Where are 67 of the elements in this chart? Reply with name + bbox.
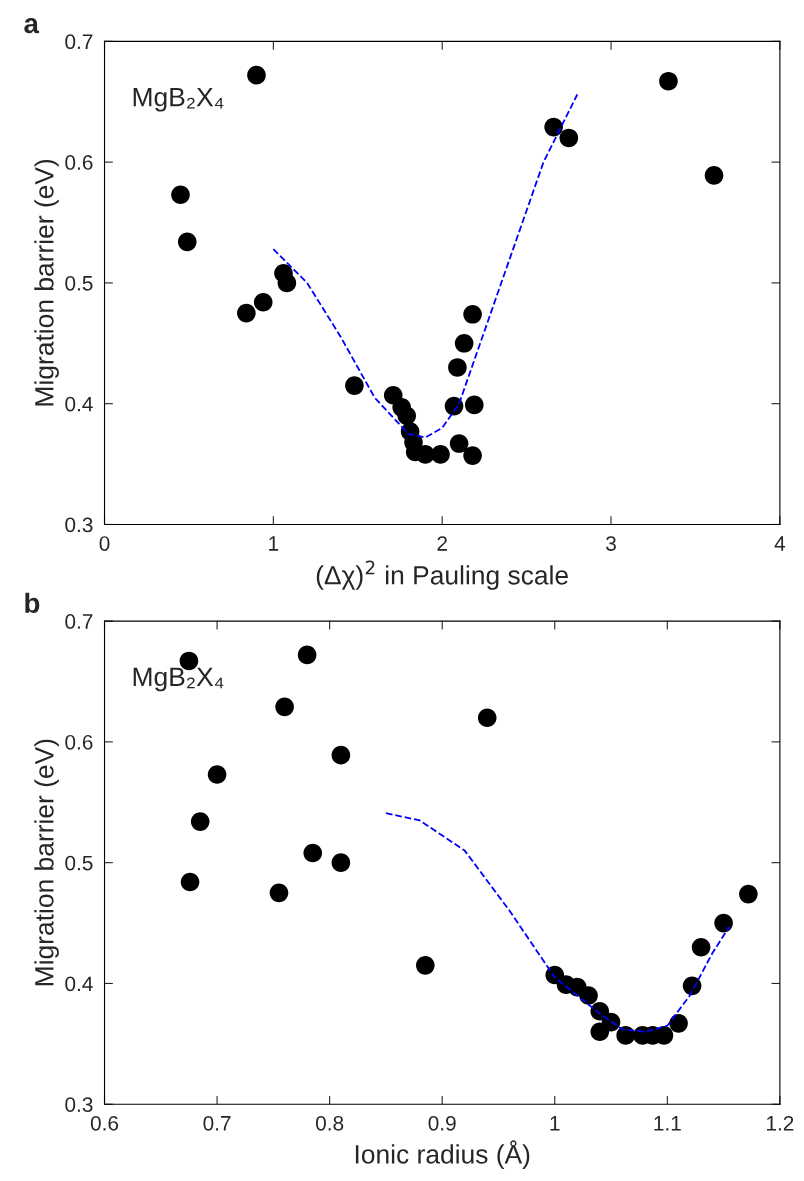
point [275, 697, 294, 717]
point [704, 166, 724, 185]
point [463, 304, 482, 324]
point [247, 65, 266, 85]
point [237, 303, 256, 323]
x-tick-label: 0.9 [428, 1115, 456, 1131]
point [444, 396, 464, 416]
x-tick-label: 2 [437, 536, 447, 551]
point [544, 117, 563, 137]
y-axis-title: Migration barrier (eV) [34, 159, 59, 406]
y-tick-label: 0.4 [65, 396, 93, 412]
annotation: MgB₂X₄ [133, 667, 224, 692]
point [579, 986, 598, 1005]
point [601, 1012, 621, 1032]
point [739, 884, 758, 904]
point [669, 1013, 688, 1033]
point [297, 645, 317, 665]
x-axis-title: (Δχ)$^{2}$ in Pauling scale [316, 560, 568, 590]
y-tick-label: 0.6 [65, 734, 93, 750]
annotation: MgB₂X₄ [133, 87, 224, 112]
x-tick-label: 3 [606, 536, 616, 551]
point [659, 71, 678, 91]
point [177, 232, 197, 252]
point [277, 273, 297, 293]
y-tick-label: 0.6 [65, 155, 93, 170]
y-axis-title: Migration barrier (eV) [34, 739, 59, 986]
x-tick-label: 0.7 [203, 1115, 231, 1131]
point [253, 292, 273, 312]
point [269, 883, 289, 903]
chart-title: a [24, 18, 40, 34]
point [464, 395, 484, 415]
point [171, 185, 190, 205]
y-tick-label: 0.3 [65, 1097, 93, 1112]
point [397, 406, 417, 426]
point [431, 445, 450, 464]
point [331, 745, 351, 765]
chart-title: b [25, 592, 40, 614]
point [463, 446, 482, 465]
point [331, 853, 351, 872]
point [448, 358, 467, 377]
y-tick-label: 0.7 [65, 34, 93, 50]
x-tick-label: 0.8 [315, 1115, 344, 1131]
y-tick-label: 0.7 [65, 614, 93, 629]
point [207, 765, 227, 784]
point [714, 913, 733, 933]
point [303, 843, 323, 863]
point [454, 333, 474, 353]
point [416, 956, 435, 975]
y-tick-label: 0.4 [65, 976, 93, 992]
point [190, 812, 210, 831]
point [449, 434, 469, 453]
y-tick-label: 0.5 [65, 855, 93, 871]
point [477, 708, 497, 728]
x-tick-label: 1 [550, 1116, 560, 1131]
point [691, 937, 711, 957]
y-tick-label: 0.5 [65, 275, 93, 291]
x-axis-title: Ionic radius (Å) [355, 1140, 530, 1169]
x-tick-label: 0 [99, 536, 110, 551]
x-tick-label: 1 [269, 536, 279, 551]
point [559, 128, 579, 148]
x-tick-label: 4 [774, 536, 786, 551]
point [345, 376, 364, 395]
y-tick-label: 0.3 [65, 517, 93, 533]
x-tick-label: 1.1 [654, 1116, 681, 1131]
point [180, 872, 200, 892]
x-tick-label: 0.6 [90, 1115, 119, 1131]
x-tick-label: 1.2 [766, 1115, 794, 1131]
